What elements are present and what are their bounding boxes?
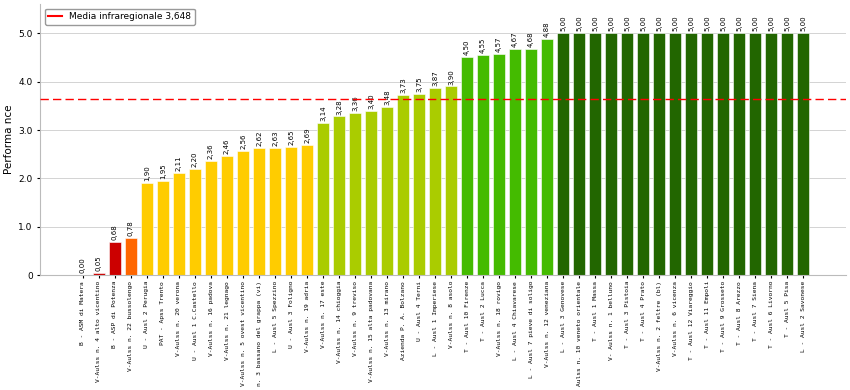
Bar [717,33,729,275]
Bar [365,111,377,275]
Text: 4,50: 4,50 [464,40,470,55]
Text: 3,75: 3,75 [416,76,422,92]
Text: 5,00: 5,00 [608,16,615,31]
Legend: Media infraregionale 3,648: Media infraregionale 3,648 [45,9,195,25]
Text: 3,14: 3,14 [320,106,326,121]
Bar [589,33,601,275]
Text: 3,87: 3,87 [432,70,438,86]
Text: 5,00: 5,00 [560,16,566,31]
Bar [685,33,697,275]
Text: 2,36: 2,36 [208,144,214,159]
Text: 3,48: 3,48 [384,89,390,105]
Bar [621,33,633,275]
Text: 1,95: 1,95 [160,163,166,179]
Bar [205,161,217,275]
Bar [269,148,281,275]
Bar [333,117,345,275]
Bar [221,156,233,275]
Bar [525,49,537,275]
Bar [301,145,313,275]
Bar [141,183,153,275]
Text: 2,11: 2,11 [176,156,182,171]
Text: 3,40: 3,40 [368,93,374,109]
Bar [605,33,617,275]
Text: 0,00: 0,00 [80,257,86,273]
Bar [157,181,169,275]
Text: 4,55: 4,55 [480,38,486,53]
Bar [93,273,105,275]
Bar [541,39,553,275]
Bar [125,238,137,275]
Bar [445,87,457,275]
Text: 5,00: 5,00 [736,16,742,31]
Bar [797,33,809,275]
Text: 5,00: 5,00 [576,16,582,31]
Text: 4,67: 4,67 [512,32,518,47]
Text: 5,00: 5,00 [752,16,758,31]
Bar [781,33,793,275]
Bar [477,55,489,275]
Bar [317,123,329,275]
Bar [285,147,297,275]
Bar [349,113,361,275]
Text: 5,00: 5,00 [688,16,694,31]
Y-axis label: Performa nce: Performa nce [4,105,14,174]
Bar [109,242,121,275]
Bar [173,173,185,275]
Text: 5,00: 5,00 [785,16,791,31]
Bar [557,33,570,275]
Bar [669,33,681,275]
Text: 0,78: 0,78 [128,220,134,236]
Text: 2,20: 2,20 [192,151,198,167]
Text: 3,28: 3,28 [336,99,342,115]
Bar [638,33,649,275]
Text: 0,68: 0,68 [112,225,118,240]
Text: 5,00: 5,00 [592,16,598,31]
Bar [253,149,265,275]
Bar [765,33,777,275]
Text: 5,00: 5,00 [624,16,630,31]
Text: 2,65: 2,65 [288,129,294,145]
Text: 4,88: 4,88 [544,21,550,37]
Bar [381,107,393,275]
Bar [509,49,521,275]
Text: 3,90: 3,90 [448,69,454,85]
Text: 2,56: 2,56 [240,134,246,149]
Text: 5,00: 5,00 [768,16,774,31]
Text: 5,00: 5,00 [672,16,678,31]
Bar [493,54,505,275]
Text: 3,36: 3,36 [352,95,358,111]
Text: 3,73: 3,73 [400,77,406,93]
Bar [573,33,585,275]
Text: 2,69: 2,69 [304,128,310,143]
Text: 5,00: 5,00 [704,16,711,31]
Text: 2,62: 2,62 [256,131,262,147]
Bar [653,33,666,275]
Text: 4,68: 4,68 [528,31,534,47]
Text: 5,00: 5,00 [656,16,662,31]
Bar [413,94,425,275]
Bar [397,95,409,275]
Text: 2,46: 2,46 [224,139,230,154]
Bar [701,33,713,275]
Bar [461,57,473,275]
Bar [429,88,441,275]
Text: 4,57: 4,57 [496,37,502,52]
Bar [734,33,745,275]
Text: 0,05: 0,05 [96,255,102,271]
Bar [189,169,201,275]
Bar [749,33,762,275]
Text: 1,90: 1,90 [144,166,150,181]
Text: 5,00: 5,00 [640,16,646,31]
Bar [237,151,249,275]
Text: 5,00: 5,00 [720,16,726,31]
Text: 2,63: 2,63 [272,130,278,146]
Text: 5,00: 5,00 [800,16,806,31]
